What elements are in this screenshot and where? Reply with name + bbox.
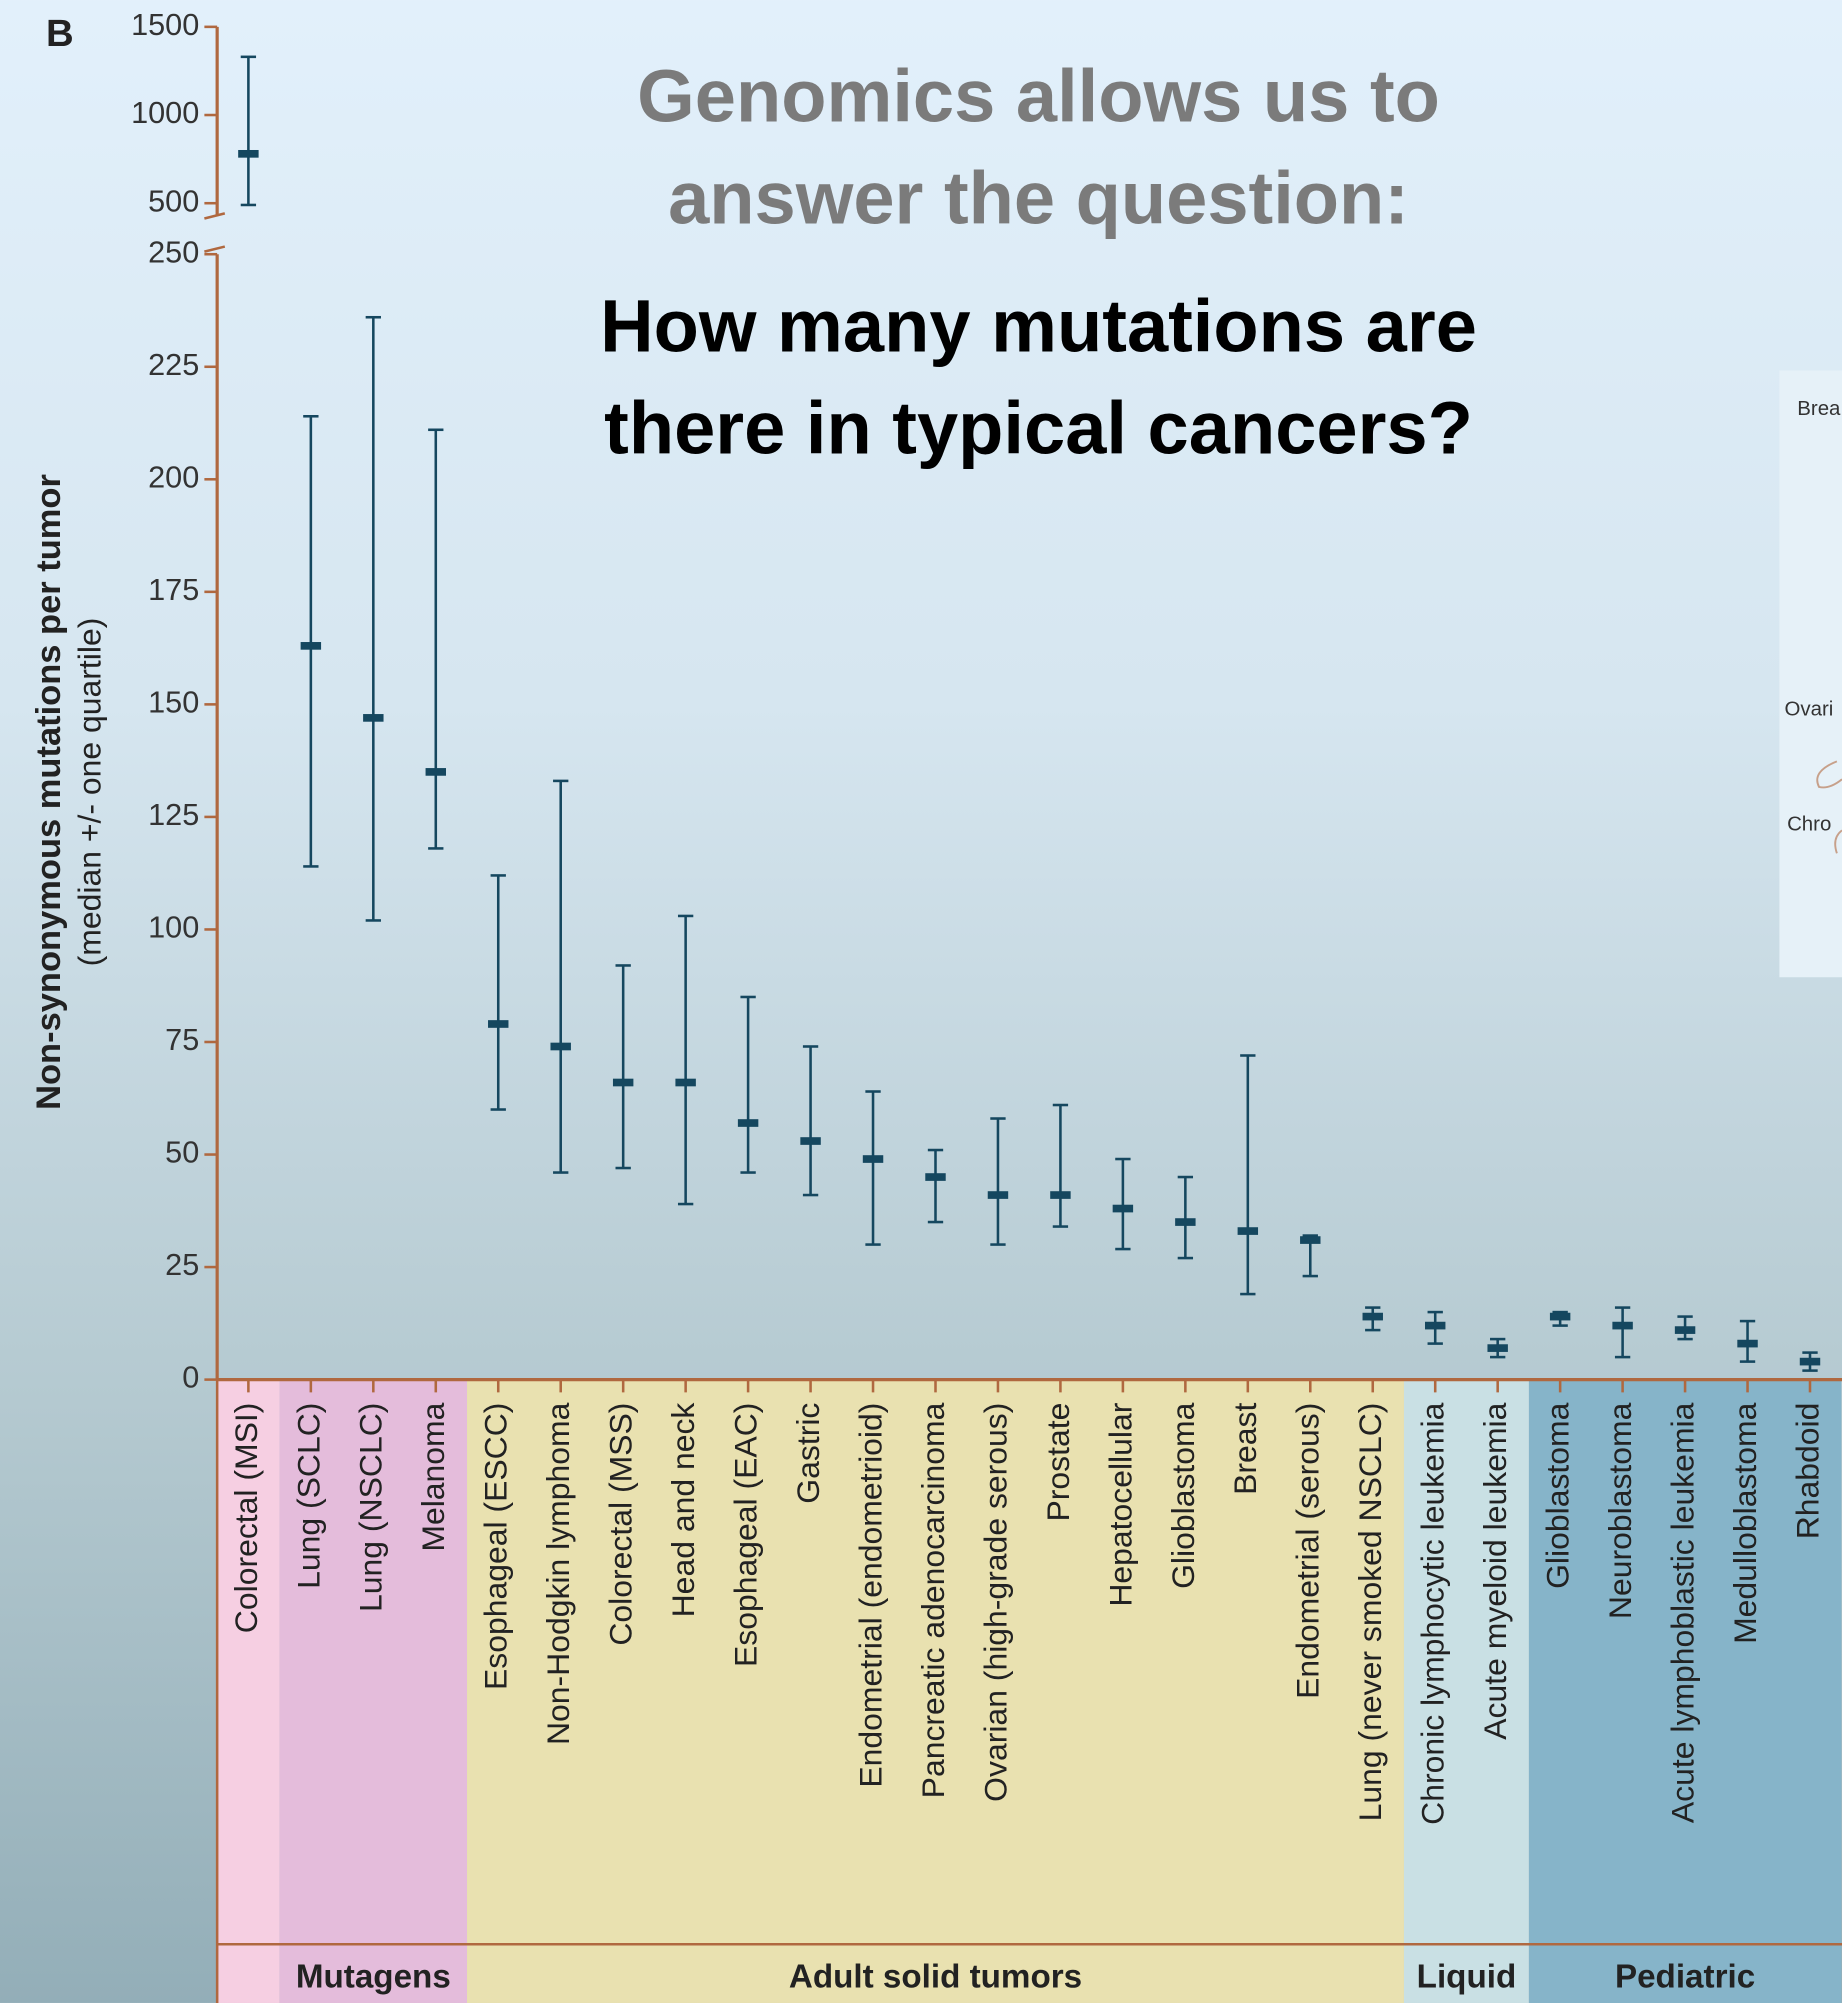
y-tick-label: 75 (165, 1023, 199, 1057)
group-regions (217, 1379, 1842, 2003)
chart-title: Genomics allows us to answer the question… (637, 54, 1440, 239)
median-mark (862, 1155, 884, 1163)
y-tick-label: 500 (148, 184, 199, 218)
median-mark (1112, 1204, 1134, 1213)
y-tick-label: 200 (148, 460, 199, 494)
x-tick-label: Prostate (1040, 1403, 1076, 1522)
median-mark (1424, 1321, 1446, 1330)
inset-shape (1834, 829, 1842, 854)
x-tick-label: Endometrial (endometrioid) (852, 1403, 888, 1788)
y-axis-note: (median +/- one quartile) (71, 618, 107, 967)
x-tick-label: Endometrial (serous) (1290, 1403, 1326, 1699)
x-tick-label: Lung (never smoked NSCLC) (1352, 1403, 1388, 1822)
group-region (1403, 1379, 1529, 2003)
x-tick-label: Acute lymphoblastic leukemia (1665, 1402, 1701, 1823)
median-mark (238, 149, 259, 158)
x-tick-label: Colorectal (MSI) (228, 1403, 264, 1634)
inset-label: Ovari (1785, 698, 1834, 720)
inset-label: Chro (1787, 813, 1831, 835)
y-tick-label: 225 (148, 348, 199, 382)
median-mark (1549, 1312, 1571, 1321)
median-mark (425, 768, 447, 776)
x-tick-label: Glioblastoma (1540, 1402, 1576, 1589)
group-label: Pediatric (1615, 1959, 1755, 1996)
x-tick-label: Rhabdoid (1789, 1403, 1825, 1540)
x-tick-label: Melanoma (415, 1402, 451, 1551)
group-region (279, 1379, 468, 2003)
x-tick-label: Hepatocellular (1102, 1402, 1138, 1606)
x-tick-label: Chronic lymphocytic leukemia (1415, 1402, 1451, 1824)
y-tick-label: 250 (148, 235, 199, 269)
y-tick-label: 25 (165, 1248, 199, 1282)
median-mark (1237, 1227, 1259, 1235)
median-mark (1612, 1321, 1633, 1330)
median-mark (1175, 1218, 1196, 1226)
median-mark (800, 1137, 821, 1145)
median-mark (1300, 1236, 1321, 1244)
x-tick-label: Ovarian (high-grade serous) (977, 1403, 1013, 1802)
x-tick-label: Esophageal (EAC) (728, 1403, 764, 1667)
x-tick-label: Colorectal (MSS) (603, 1403, 639, 1646)
median-mark (550, 1042, 571, 1051)
inset-panel (1779, 370, 1842, 978)
group-region (1528, 1379, 1842, 2003)
x-tick-label: Acute myeloid leukemia (1477, 1402, 1513, 1739)
inset-label: Brea (1797, 398, 1841, 420)
panel-label: B (46, 12, 74, 55)
x-tick-label: Lung (SCLC) (290, 1403, 326, 1589)
x-tick-label: Non-Hodgkin lymphoma (540, 1402, 576, 1745)
median-mark (925, 1173, 946, 1181)
x-tick-label: Breast (1227, 1402, 1263, 1494)
x-tick-label: Glioblastoma (1165, 1402, 1201, 1589)
y-tick-label: 150 (148, 685, 199, 719)
median-mark (1737, 1339, 1758, 1348)
group-region (217, 1379, 280, 2003)
median-mark (1674, 1326, 1696, 1334)
chart-subtitle: How many mutations are there in typical c… (600, 284, 1477, 469)
group-label: Mutagens (296, 1959, 451, 1996)
y-tick-label: 1500 (131, 8, 199, 42)
inset-shape (1816, 760, 1842, 789)
group-label: Adult solid tumors (789, 1959, 1082, 1996)
x-tick-label: Lung (NSCLC) (353, 1403, 389, 1612)
axis-break (204, 245, 226, 253)
x-tick-label: Gastric (790, 1403, 826, 1504)
median-mark (987, 1191, 1009, 1199)
x-tick-label: Medulloblastoma (1727, 1402, 1763, 1644)
median-mark (1487, 1344, 1508, 1352)
median-mark (1362, 1312, 1383, 1321)
median-mark (612, 1078, 634, 1087)
median-mark (300, 642, 322, 650)
y-tick-label: 1000 (131, 96, 199, 130)
median-mark (363, 714, 384, 722)
x-tick-label: Neuroblastoma (1602, 1402, 1638, 1619)
y-tick-label: 175 (148, 573, 199, 607)
y-tick-label: 50 (165, 1136, 199, 1170)
y-tick-label: 125 (148, 798, 199, 832)
axis-break (204, 212, 226, 220)
y-tick-label: 0 (182, 1361, 199, 1395)
median-mark (737, 1119, 759, 1127)
median-mark (675, 1078, 696, 1087)
group-region (467, 1379, 1404, 2003)
median-mark (488, 1020, 509, 1028)
y-axis-label: Non-synonymous mutations per tumor (30, 474, 68, 1110)
x-tick-label: Esophageal (ESCC) (478, 1403, 514, 1690)
median-mark (1799, 1357, 1821, 1366)
group-label: Liquid (1417, 1959, 1517, 1996)
x-tick-label: Pancreatic adenocarcinoma (915, 1402, 951, 1798)
x-tick-label: Head and neck (665, 1403, 701, 1618)
y-tick-label: 100 (148, 911, 199, 945)
median-mark (1050, 1191, 1071, 1199)
